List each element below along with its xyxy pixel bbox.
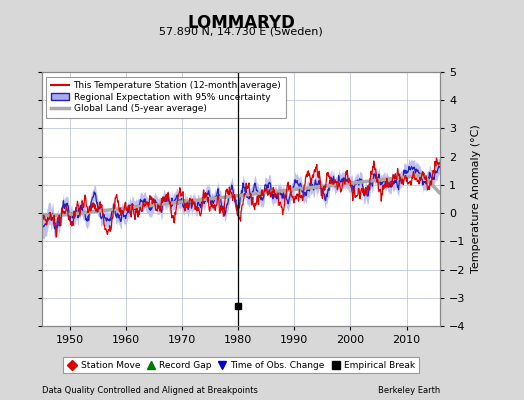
Text: LOMMARYD: LOMMARYD: [187, 14, 295, 32]
Text: Data Quality Controlled and Aligned at Breakpoints: Data Quality Controlled and Aligned at B…: [42, 386, 258, 395]
Legend: This Temperature Station (12-month average), Regional Expectation with 95% uncer: This Temperature Station (12-month avera…: [47, 76, 286, 118]
Text: Berkeley Earth: Berkeley Earth: [378, 386, 440, 395]
Y-axis label: Temperature Anomaly (°C): Temperature Anomaly (°C): [471, 125, 481, 273]
Text: 57.890 N, 14.730 E (Sweden): 57.890 N, 14.730 E (Sweden): [159, 26, 323, 36]
Legend: Station Move, Record Gap, Time of Obs. Change, Empirical Break: Station Move, Record Gap, Time of Obs. C…: [63, 357, 419, 374]
